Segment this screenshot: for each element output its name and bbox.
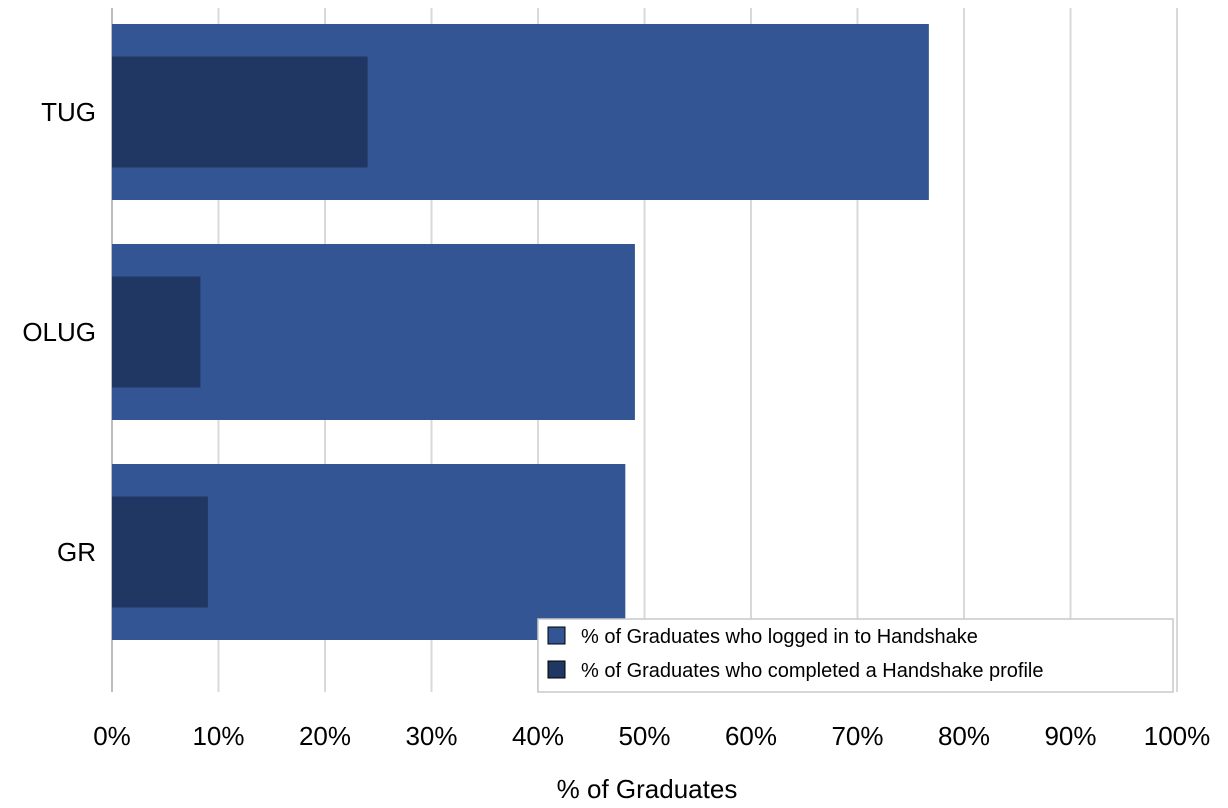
bars bbox=[112, 24, 929, 640]
bar-completed-profile bbox=[112, 56, 368, 168]
category-label: GR bbox=[57, 537, 96, 567]
x-tick-label: 20% bbox=[299, 721, 351, 751]
x-tick-label: 90% bbox=[1044, 721, 1096, 751]
bar-completed-profile bbox=[112, 276, 201, 388]
x-tick-label: 30% bbox=[405, 721, 457, 751]
x-tick-label: 70% bbox=[831, 721, 883, 751]
legend-label-completed-profile: % of Graduates who completed a Handshake… bbox=[581, 660, 1044, 682]
legend: % of Graduates who logged in to Handshak… bbox=[537, 618, 1174, 693]
x-tick-label: 60% bbox=[725, 721, 777, 751]
x-tick-label: 80% bbox=[938, 721, 990, 751]
x-tick-labels: 0% 10% 20% 30% 40% 50% 60% 70% 80% 90% 100% bbox=[93, 721, 1210, 751]
x-tick-label: 0% bbox=[93, 721, 131, 751]
legend-box bbox=[537, 618, 1174, 693]
legend-swatch-completed-profile bbox=[547, 660, 566, 679]
category-label: OLUG bbox=[22, 317, 96, 347]
x-tick-label: 100% bbox=[1144, 721, 1211, 751]
x-axis-title: % of Graduates bbox=[557, 774, 738, 803]
legend-label-logged-in: % of Graduates who logged in to Handshak… bbox=[581, 626, 978, 648]
x-tick-label: 50% bbox=[618, 721, 670, 751]
category-labels: TUG OLUG GR bbox=[22, 97, 96, 567]
legend-swatch-logged-in bbox=[547, 626, 566, 645]
bar-completed-profile bbox=[112, 496, 208, 608]
x-tick-label: 10% bbox=[192, 721, 244, 751]
x-tick-label: 40% bbox=[512, 721, 564, 751]
category-label: TUG bbox=[41, 97, 96, 127]
